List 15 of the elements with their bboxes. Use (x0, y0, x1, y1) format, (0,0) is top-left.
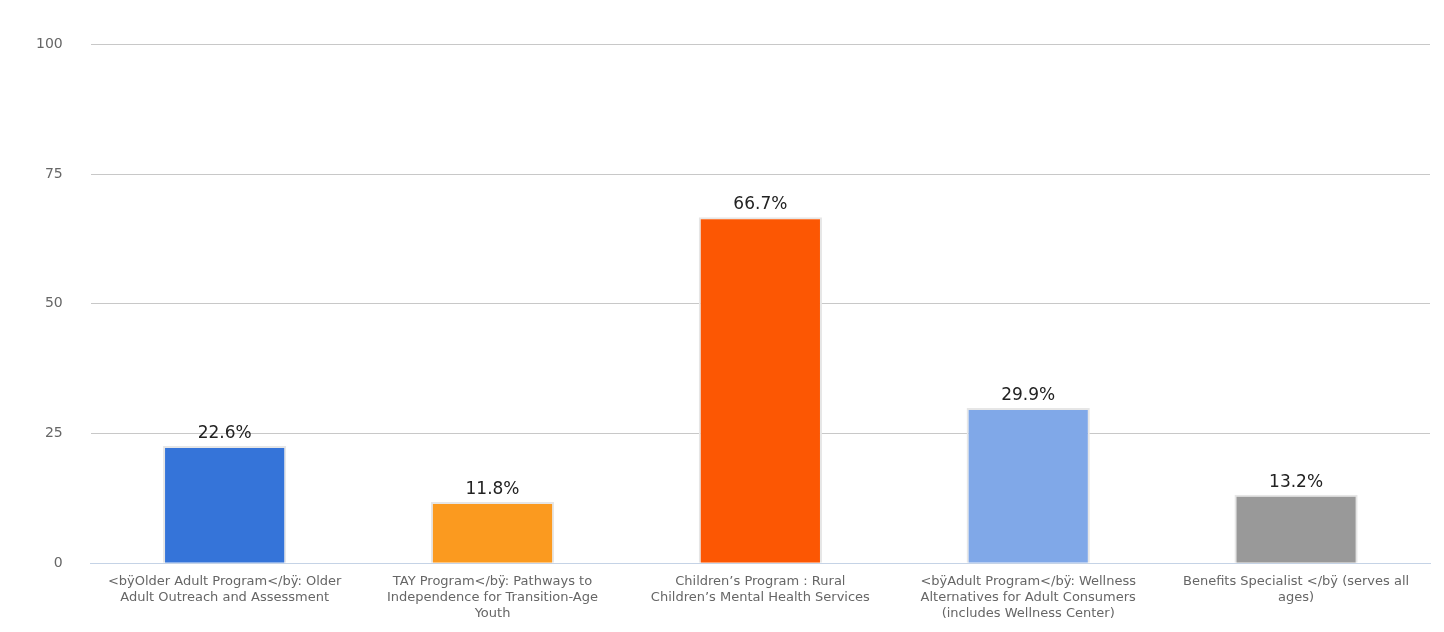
x-tick-label: TAY Program</bÿ: Pathways to Independence for Transition-Age Youth (387, 573, 599, 620)
data-label: 66.7% (733, 193, 788, 214)
y-tick-label: 25 (44, 424, 63, 441)
y-tick-label: 75 (44, 164, 63, 181)
data-label: 11.8% (465, 477, 520, 498)
data-label: 13.2% (1269, 470, 1324, 491)
y-tick-label: 0 (53, 553, 63, 570)
y-tick-label: 100 (35, 35, 63, 52)
x-tick-label: Children’s Program : Rural Children’s Mental Health Services (650, 573, 871, 604)
x-tick-label: Benefits Specialist </bÿ (serves all ages) (1183, 573, 1410, 604)
y-tick-label: 50 (44, 294, 63, 311)
data-label: 22.6% (197, 421, 252, 442)
x-tick-label: <bÿAdult Program</bÿ: Wellness Alternatives for Adult Consumers (includes Wellness Center) (920, 573, 1137, 620)
x-tick-label: <bÿOlder Adult Program</bÿ: Older Adult Outreach and Assessment (107, 573, 343, 604)
data-label: 29.9% (1001, 384, 1056, 404)
